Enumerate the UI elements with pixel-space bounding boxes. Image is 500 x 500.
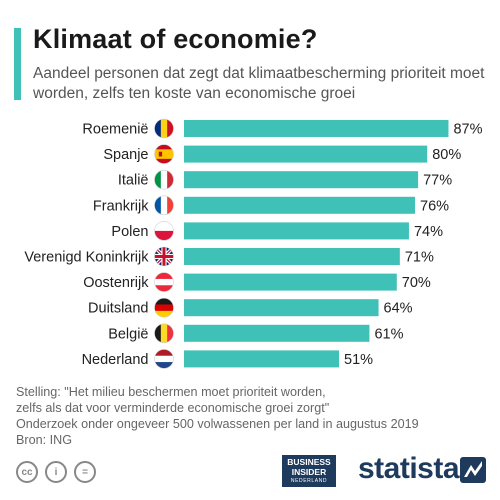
business-insider-logo-line-2: INSIDER	[291, 466, 327, 477]
value-label: 71%	[405, 250, 434, 266]
flag-outline	[154, 272, 174, 292]
flag-outline	[154, 118, 174, 139]
flag-outline	[154, 195, 174, 216]
bar	[184, 324, 370, 342]
flag-france-icon	[154, 195, 174, 215]
bar-chart: Roemenië 87% Spanje 80% Italië 77% Frankrijk 76…	[24, 118, 483, 369]
flag-outline	[154, 221, 174, 241]
bar	[184, 222, 409, 240]
business-insider-logo[interactable]: BUSINESS INSIDER NEDERLAND	[282, 455, 336, 487]
attribution-icon[interactable]: i	[45, 461, 67, 483]
category-label: Italië	[118, 173, 149, 189]
value-label: 64%	[384, 301, 413, 317]
license-icons: cc i =	[16, 461, 96, 483]
value-label: 80%	[432, 147, 461, 163]
bar	[184, 120, 449, 137]
value-label: 74%	[414, 224, 443, 240]
flag-belgium-icon	[154, 323, 174, 343]
bar	[184, 196, 416, 214]
value-label: 51%	[344, 352, 373, 368]
no-derivatives-icon[interactable]: =	[74, 461, 96, 483]
value-label: 87%	[453, 122, 482, 138]
statista-logo-mark-icon	[460, 457, 486, 483]
value-label: 76%	[420, 198, 449, 214]
chart-title: Klimaat of economie?	[33, 24, 318, 54]
category-label: Roemenië	[82, 122, 148, 138]
category-label: Frankrijk	[93, 198, 149, 214]
value-label: 77%	[423, 173, 452, 189]
flag-outline	[154, 169, 174, 190]
notes-statement-line-1: Stelling: "Het milieu beschermen moet pr…	[16, 385, 326, 399]
flag-outline	[154, 297, 174, 318]
statista-logo[interactable]: statista	[358, 452, 460, 485]
flag-poland-icon	[154, 221, 174, 241]
flag-outline	[154, 323, 174, 344]
flag-outline	[154, 349, 174, 369]
category-label: Nederland	[82, 352, 149, 368]
business-insider-logo-line-1: BUSINESS	[287, 457, 331, 467]
notes-statement-line-2: zelfs als dat voor verminderde economisc…	[16, 401, 330, 415]
flag-outline	[154, 246, 174, 267]
bar	[184, 299, 379, 317]
bar	[184, 273, 397, 291]
flag-outline	[154, 144, 174, 164]
chart-notes: Stelling: "Het milieu beschermen moet pr…	[16, 384, 486, 448]
category-label: Verenigd Koninkrijk	[24, 250, 149, 266]
notes-source: Bron: ING	[16, 433, 72, 447]
flag-austria-icon	[154, 272, 174, 292]
category-label: België	[108, 326, 148, 342]
flag-italy-icon	[154, 170, 174, 190]
category-label: Spanje	[103, 147, 148, 163]
flag-netherlands-icon	[154, 349, 174, 369]
title-accent-bar	[14, 28, 21, 100]
bar	[184, 350, 340, 368]
flag-germany-icon	[154, 298, 174, 318]
category-label: Duitsland	[88, 301, 148, 317]
bar	[184, 171, 419, 189]
value-label: 61%	[374, 326, 403, 342]
chart-subtitle: Aandeel personen dat zegt dat klimaatbes…	[33, 65, 485, 102]
category-label: Polen	[111, 224, 148, 240]
notes-survey-info: Onderzoek onder ongeveer 500 volwassenen…	[16, 417, 419, 431]
flag-romania-icon	[154, 119, 174, 138]
category-label: Oostenrijk	[83, 275, 149, 291]
flag-uk-icon	[154, 247, 174, 266]
bar	[184, 248, 400, 265]
business-insider-logo-line-3: NEDERLAND	[290, 478, 328, 484]
value-label: 70%	[402, 275, 431, 291]
creative-commons-icon[interactable]: cc	[16, 461, 38, 483]
flag-spain-icon	[154, 144, 174, 164]
bar	[184, 145, 428, 163]
